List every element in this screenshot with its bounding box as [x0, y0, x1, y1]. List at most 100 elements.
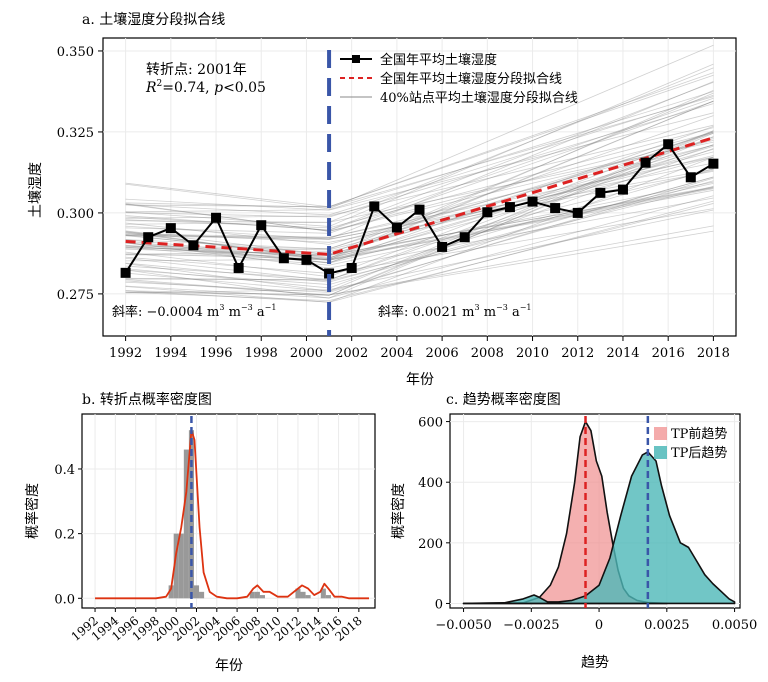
- x-tick-label: 0: [595, 618, 603, 633]
- national-series-point: [324, 268, 335, 279]
- national-series-point: [663, 139, 674, 150]
- panel-a-xlabel: 年份: [406, 372, 434, 388]
- national-series-point: [346, 262, 357, 273]
- x-tick-label: 2000: [290, 346, 323, 361]
- national-series-point: [278, 253, 289, 264]
- station-fit-line: [125, 168, 714, 240]
- national-series-point: [527, 196, 538, 207]
- panel-c: c. 趋势概率密度图 −0.0050 −0.0025 0 0.0025 0.0050 0…: [390, 391, 757, 671]
- national-series-point: [188, 240, 199, 251]
- station-fit-line: [125, 170, 714, 243]
- national-series-point: [504, 202, 515, 213]
- histogram-bar: [325, 595, 331, 599]
- x-tick-label: 0.0050: [712, 618, 758, 633]
- national-series-point: [482, 207, 493, 218]
- legend-after-swatch: [654, 446, 667, 459]
- histogram-bar: [320, 588, 326, 599]
- x-tick-label: 0.0025: [644, 618, 690, 633]
- national-series-point: [414, 204, 425, 215]
- panel-b-y-ticks: 0.0 0.2 0.4: [54, 463, 82, 607]
- station-fit-line: [125, 131, 714, 296]
- x-tick-label: 1998: [245, 346, 278, 361]
- x-tick-label: 2002: [335, 346, 368, 361]
- r2-annotation: R2=0.74, p<0.05: [145, 79, 266, 96]
- slope-right-annotation: 斜率: 0.0021 m3 m−3 a−1: [378, 303, 532, 320]
- panel-c-xlabel: 趋势: [581, 655, 609, 671]
- station-fit-line: [125, 195, 714, 299]
- y-tick-label: 600: [418, 416, 443, 431]
- x-tick-label: 1996: [199, 346, 232, 361]
- histogram-bar: [193, 585, 200, 599]
- station-fit-line: [125, 138, 714, 245]
- slope-left-annotation: 斜率: −0.0004 m3 m−3 a−1: [112, 303, 276, 320]
- panel-b-density-curve: [95, 429, 369, 600]
- national-series-point: [233, 262, 244, 273]
- national-series-point: [550, 203, 561, 214]
- x-tick-label: 2014: [606, 346, 639, 361]
- panel-a-national-series: [120, 139, 719, 279]
- y-tick-label: 400: [418, 476, 443, 491]
- national-series-point: [369, 201, 380, 212]
- station-fit-line: [125, 197, 714, 269]
- x-tick-label: 1994: [154, 346, 187, 361]
- panel-b-title: b. 转折点概率密度图: [82, 391, 212, 408]
- panel-b: b. 转折点概率密度图 1992199419961998200020022004…: [24, 391, 376, 674]
- histogram-bar: [249, 591, 255, 599]
- panel-a-grid: [103, 38, 736, 336]
- x-tick-label: 2008: [471, 346, 504, 361]
- histogram-bar: [254, 591, 260, 599]
- density-area-after: [462, 451, 736, 605]
- panel-a-x-ticks: 1992 1994 1996 1998 2000 2002 2004 2006 2008 2010…: [109, 336, 730, 361]
- y-tick-label: 0.2: [54, 528, 75, 543]
- station-fit-line: [125, 44, 714, 210]
- legend-national-marker-swatch: [352, 55, 360, 63]
- national-series-point: [617, 184, 628, 195]
- x-tick-label: −0.0050: [435, 618, 491, 633]
- panel-c-y-ticks: 0 200 400 600: [418, 416, 450, 612]
- station-fit-line: [125, 112, 714, 211]
- station-fit-line: [125, 225, 714, 296]
- national-series-point: [165, 223, 176, 234]
- x-tick-label: 2018: [697, 346, 730, 361]
- panel-c-legend: TP前趋势 TP后趋势: [654, 426, 727, 461]
- station-fit-line: [125, 132, 714, 299]
- station-fit-line: [125, 182, 714, 266]
- panel-a-ylabel: 土壤湿度: [27, 162, 44, 218]
- panel-a-y-ticks: 0.275 0.300 0.325 0.350: [57, 45, 103, 303]
- station-fit-line: [125, 203, 714, 302]
- panel-b-ylabel: 概率密度: [24, 483, 41, 539]
- histogram-bar: [305, 595, 311, 599]
- x-tick-label: −0.0025: [503, 618, 559, 633]
- y-tick-label: 0.300: [57, 207, 94, 222]
- histogram-bar: [199, 591, 205, 599]
- national-series-point: [256, 220, 267, 231]
- density-curve: [95, 429, 369, 600]
- national-series-point: [708, 158, 719, 169]
- station-fit-line: [125, 103, 714, 218]
- national-series-point: [120, 267, 131, 278]
- histogram-bar: [178, 533, 184, 599]
- national-series-point: [437, 241, 448, 252]
- station-fit-line: [125, 94, 714, 216]
- panel-c-mean-lines: [584, 416, 650, 608]
- y-tick-label: 0.4: [54, 463, 75, 478]
- histogram-bar: [300, 591, 306, 599]
- station-fit-line: [125, 156, 714, 238]
- station-fit-line: [125, 162, 714, 240]
- y-tick-label: 200: [418, 537, 443, 552]
- legend-after-label: TP后趋势: [671, 445, 727, 461]
- turning-point-annotation: 转折点: 2001年: [146, 62, 247, 78]
- national-series-point: [572, 207, 583, 218]
- x-tick-label: 2006: [426, 346, 459, 361]
- histogram-bar: [259, 595, 265, 599]
- y-tick-label: 0: [435, 597, 443, 612]
- panel-b-x-ticks: 1992199419961998200020022004200620082010…: [69, 608, 365, 644]
- station-fit-line: [125, 136, 714, 296]
- station-fit-line: [125, 91, 714, 213]
- panel-a-frame: [102, 37, 737, 337]
- panel-c-title: c. 趋势概率密度图: [446, 391, 561, 408]
- panel-b-bars: [168, 430, 331, 599]
- y-tick-label: 0.350: [57, 45, 94, 60]
